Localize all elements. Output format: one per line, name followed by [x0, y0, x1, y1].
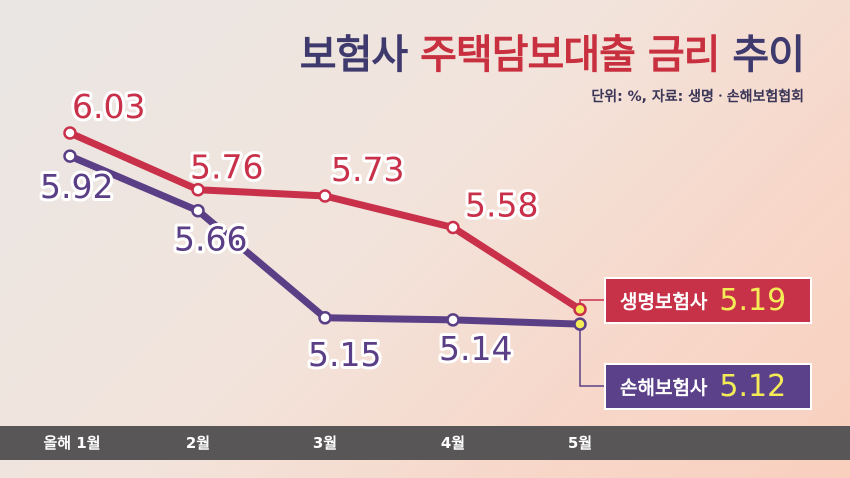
data-point-life-1	[63, 126, 77, 140]
x-tick-label-5: 5월	[567, 434, 593, 452]
data-label-life-3: 5.73	[331, 150, 404, 189]
data-label-nonlife-2: 5.66	[174, 220, 247, 259]
data-point-nonlife-2	[191, 203, 205, 218]
legend-connector-nonlife	[579, 324, 604, 387]
data-label-nonlife-3: 5.15	[308, 335, 381, 374]
x-tick-label-3: 3월	[312, 434, 338, 452]
x-tick-label-1: 올해 1월	[43, 434, 101, 452]
x-axis-bar: 올해 1월 2월 3월 4월 5월	[0, 426, 850, 460]
data-point-nonlife-1	[63, 149, 77, 163]
legend-life-value: 5.19	[719, 283, 787, 318]
series-line-nonlife	[66, 152, 584, 328]
title-part-mortgage-rate: 주택담보대출 금리	[420, 32, 720, 78]
legend-life-name: 생명보험사	[620, 291, 708, 313]
data-point-nonlife-4	[446, 313, 460, 327]
data-point-life-5	[573, 302, 587, 317]
data-label-life-4: 5.58	[465, 186, 538, 225]
data-label-nonlife-1: 5.92	[40, 167, 113, 206]
legend-nonlife-insurers: 손해보험사 5.12	[604, 363, 812, 410]
data-label-nonlife-4: 5.14	[439, 329, 512, 368]
data-point-nonlife-3	[318, 311, 332, 325]
data-point-life-4	[446, 220, 460, 235]
legend-nonlife-value: 5.12	[719, 369, 787, 404]
data-point-life-3	[318, 189, 332, 203]
legend-life-insurers: 생명보험사 5.19	[604, 277, 812, 324]
title-part-insurers: 보험사	[299, 32, 408, 78]
data-label-life-2: 5.76	[190, 148, 263, 187]
x-tick-label-2: 2월	[185, 434, 211, 452]
data-point-life-2	[191, 182, 205, 197]
title-part-trend: 추이	[732, 32, 805, 78]
legend-nonlife-name: 손해보험사	[620, 377, 708, 399]
x-tick-label-4: 4월	[440, 434, 466, 452]
source-note: 단위: %, 자료: 생명ㆍ손해보험협회	[591, 89, 804, 105]
data-point-nonlife-5	[573, 317, 587, 331]
chart-title: 보험사 주택담보대출 금리 추이	[299, 22, 805, 80]
data-label-life-1: 6.03	[72, 87, 145, 126]
